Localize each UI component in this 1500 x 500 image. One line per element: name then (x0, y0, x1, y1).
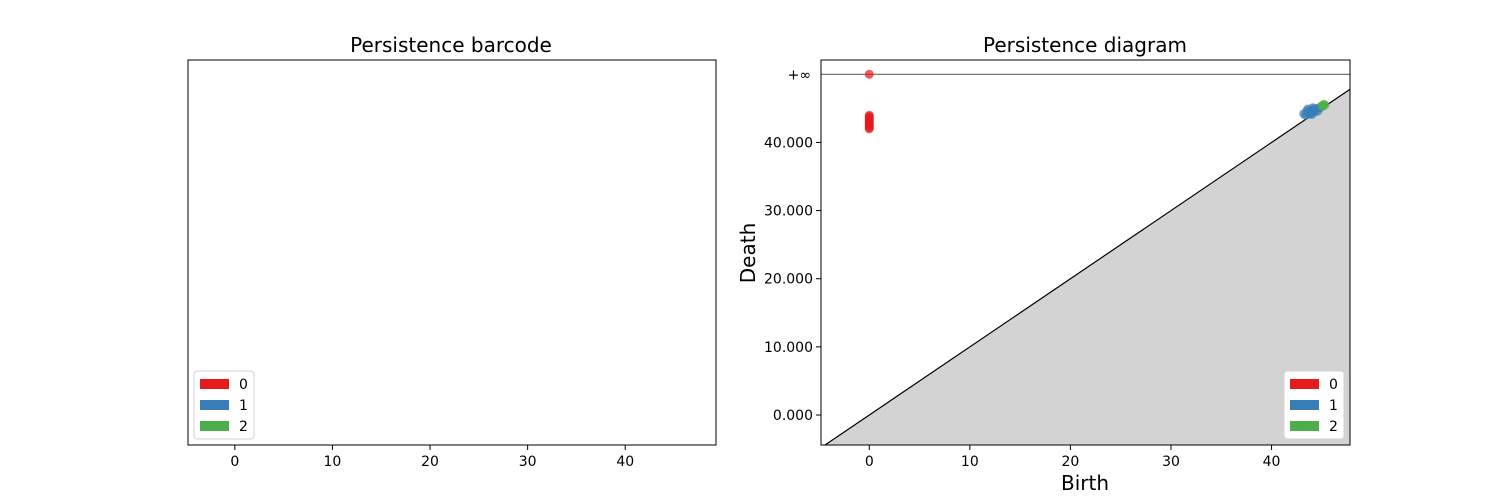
barcode-legend: 0 1 2 (193, 370, 255, 440)
diagram-x-tick-label: 10 (961, 454, 979, 470)
diagram-x-tick-label: 40 (1263, 454, 1281, 470)
diagram-infinity-label: +∞ (788, 67, 811, 83)
diagram-legend-label: 1 (1329, 398, 1338, 414)
barcode-x-tick-label: 0 (230, 454, 239, 470)
barcode-x-tick-label: 40 (616, 454, 634, 470)
diagram-title: Persistence diagram (983, 33, 1187, 57)
diagram-y-tick-label: 30.000 (764, 204, 813, 220)
diagram-point-dim-2 (1318, 101, 1328, 111)
diagram-legend-label: 2 (1329, 419, 1338, 435)
barcode-x-ticks: 0 10 20 30 40 (230, 445, 634, 470)
barcode-legend-swatch (200, 400, 229, 410)
diagram-x-tick-label: 20 (1062, 454, 1080, 470)
diagram-point-dim-0 (864, 124, 874, 134)
diagram-legend-label: 0 (1329, 377, 1338, 393)
diagram-plot-frame (820, 59, 1351, 446)
barcode-legend-label: 1 (239, 398, 248, 414)
diagram-panel: Persistence diagram 0 10 20 30 40 0.00010.00… (736, 33, 1351, 495)
barcode-legend-swatch (200, 421, 229, 431)
diagram-legend-swatch (1290, 400, 1319, 410)
diagram-y-tick-label: 10.000 (764, 340, 813, 356)
barcode-legend-label: 0 (239, 377, 248, 393)
diagram-diagonal-line (823, 88, 1350, 445)
barcode-panel: Persistence barcode 0 10 20 30 40 0 1 2 (187, 33, 717, 470)
diagram-legend: 0 1 2 (1283, 370, 1345, 440)
diagram-x-ticks: 0 10 20 30 40 (865, 445, 1281, 470)
diagram-point-dim-0 (864, 69, 874, 79)
diagram-legend-swatch (1290, 379, 1319, 389)
diagram-x-axis-label: Birth (1061, 471, 1109, 495)
diagram-x-tick-label: 0 (865, 454, 874, 470)
barcode-x-tick-label: 10 (324, 454, 342, 470)
diagram-y-tick-label: 20.000 (764, 272, 813, 288)
barcode-legend-label: 2 (239, 419, 248, 435)
diagram-shaded-area (821, 89, 1350, 445)
diagram-below-diagonal-region (821, 73, 1350, 445)
diagram-y-axis-label: Death (736, 223, 760, 283)
diagram-point-dim-1 (1305, 109, 1315, 119)
diagram-y-tick-label: 0.000 (773, 408, 813, 424)
barcode-plot-frame (187, 59, 717, 446)
diagram-points (864, 69, 1330, 134)
diagram-y-tick-label: 40.000 (764, 135, 813, 151)
barcode-title: Persistence barcode (350, 33, 552, 57)
barcode-x-tick-label: 30 (519, 454, 537, 470)
diagram-legend-swatch (1290, 421, 1319, 431)
barcode-legend-swatch (200, 379, 229, 389)
diagram-x-tick-label: 30 (1162, 454, 1180, 470)
diagram-y-ticks: 0.000 10.000 20.000 30.000 40.000 +∞ (764, 67, 821, 424)
barcode-x-tick-label: 20 (421, 454, 439, 470)
